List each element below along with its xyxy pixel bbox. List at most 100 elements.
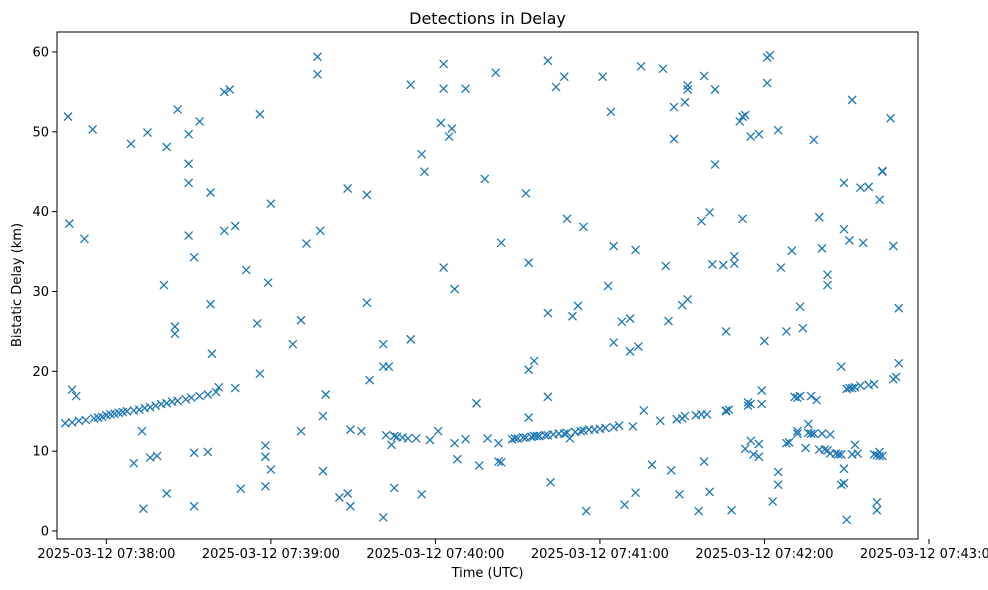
data-point (798, 323, 808, 333)
data-point (573, 301, 583, 311)
data-point (803, 419, 813, 429)
data-point (64, 219, 74, 229)
data-point (628, 421, 638, 431)
data-point (411, 433, 421, 443)
data-point (825, 429, 835, 439)
data-point (839, 464, 849, 474)
data-point (362, 298, 372, 308)
data-point (581, 506, 591, 516)
data-point (162, 398, 172, 408)
data-point (260, 441, 270, 451)
data-point (680, 97, 690, 107)
data-point (781, 438, 791, 448)
data-point (683, 81, 693, 90)
data-point (839, 478, 849, 488)
y-tick-label: 0 (41, 525, 49, 540)
data-point (872, 497, 882, 507)
data-point (710, 160, 720, 169)
data-point (362, 190, 372, 200)
data-point (321, 390, 331, 399)
data-point (461, 434, 471, 444)
data-point (356, 426, 366, 436)
data-point (313, 52, 322, 62)
data-point (836, 449, 846, 459)
data-point (850, 382, 860, 392)
data-point (699, 457, 709, 467)
data-point (189, 252, 199, 262)
data-point (809, 135, 819, 145)
data-point (738, 214, 747, 224)
data-point (705, 207, 715, 217)
data-point (378, 339, 388, 349)
data-point (203, 447, 213, 457)
data-point (792, 429, 802, 439)
data-point (543, 308, 553, 318)
data-point (806, 391, 816, 401)
data-point (518, 433, 528, 443)
data-point (669, 102, 679, 112)
data-point (524, 413, 534, 423)
data-point (230, 383, 240, 393)
data-point (436, 118, 446, 128)
data-point (203, 390, 213, 399)
data-point (417, 149, 427, 159)
data-point (88, 124, 98, 134)
data-point (189, 448, 199, 458)
data-point (823, 280, 832, 290)
data-point (343, 184, 353, 193)
data-point (877, 166, 887, 176)
data-point (661, 261, 671, 271)
data-point (207, 349, 217, 359)
data-point (313, 69, 322, 79)
data-point (532, 431, 542, 441)
data-point (461, 84, 471, 94)
data-point (792, 426, 802, 436)
data-point (79, 234, 89, 244)
data-point (787, 246, 797, 256)
data-point (598, 72, 608, 82)
data-point (639, 405, 649, 415)
data-point (378, 512, 388, 522)
data-point (173, 396, 183, 406)
data-point (568, 311, 577, 321)
data-point (855, 183, 865, 193)
data-point (288, 339, 298, 349)
data-point (705, 487, 715, 497)
data-point (296, 315, 306, 325)
data-point (759, 336, 769, 346)
data-point (776, 263, 786, 272)
data-point (491, 68, 501, 78)
data-point (669, 134, 679, 144)
data-point (345, 425, 355, 435)
data-point (664, 316, 673, 326)
data-point (365, 375, 375, 385)
data-point (559, 72, 569, 82)
data-point (784, 437, 794, 447)
data-point (494, 457, 503, 467)
data-point (562, 428, 572, 438)
data-point (138, 504, 148, 514)
data-point (206, 299, 216, 309)
data-point (729, 251, 739, 261)
data-point (823, 270, 832, 280)
data-point (801, 443, 811, 453)
data-point (266, 199, 276, 209)
data-point (647, 460, 657, 470)
data-point (219, 226, 229, 236)
data-point (143, 128, 152, 138)
data-point (162, 489, 172, 498)
data-point (625, 346, 635, 356)
data-point (403, 433, 413, 443)
data-point (609, 422, 619, 432)
data-point (842, 515, 852, 525)
data-point (781, 326, 791, 336)
data-point (888, 241, 898, 251)
data-point (540, 430, 550, 440)
data-point (773, 125, 783, 135)
data-point (137, 426, 147, 436)
y-tick-label: 20 (32, 365, 49, 380)
data-point (159, 280, 169, 290)
data-point (839, 224, 849, 234)
data-point (472, 398, 481, 408)
